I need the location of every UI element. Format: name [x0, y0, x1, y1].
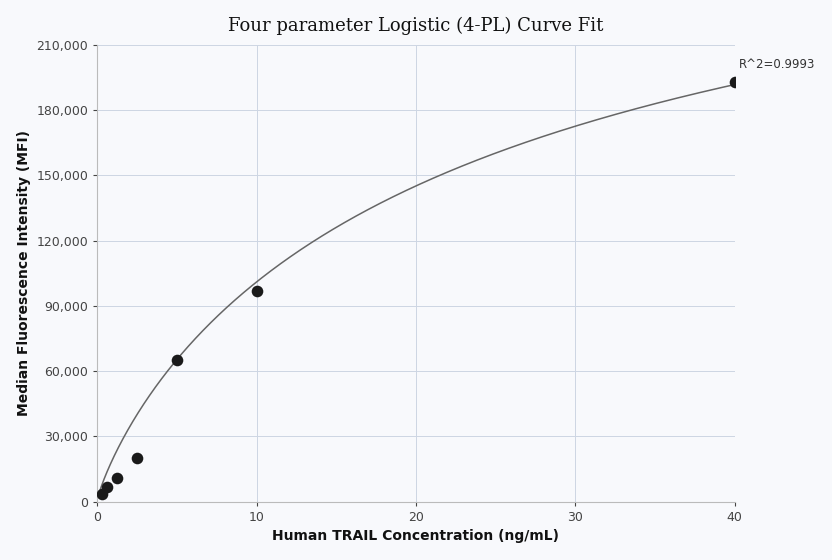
Point — [171, 356, 184, 365]
Point — [131, 454, 144, 463]
Point — [728, 77, 741, 86]
Point — [96, 489, 109, 498]
Point — [250, 286, 263, 295]
Point — [101, 482, 114, 491]
X-axis label: Human TRAIL Concentration (ng/mL): Human TRAIL Concentration (ng/mL) — [272, 529, 559, 543]
Text: R^2=0.9993: R^2=0.9993 — [739, 58, 815, 71]
Title: Four parameter Logistic (4-PL) Curve Fit: Four parameter Logistic (4-PL) Curve Fit — [228, 17, 604, 35]
Y-axis label: Median Fluorescence Intensity (MFI): Median Fluorescence Intensity (MFI) — [17, 130, 31, 416]
Point — [111, 473, 124, 482]
